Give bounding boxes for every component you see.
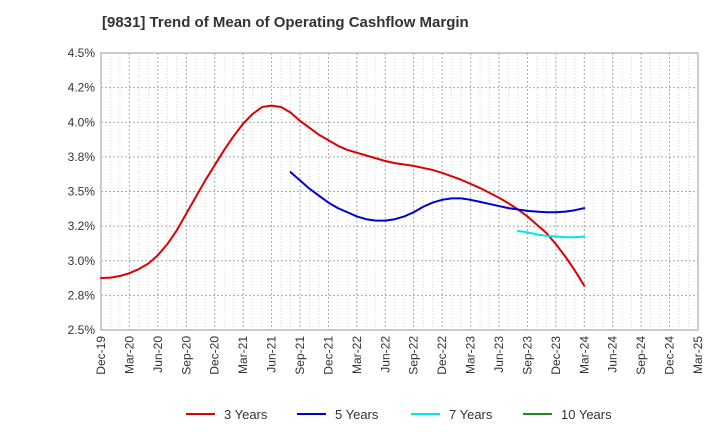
x-tick-label: Dec-19 — [94, 336, 108, 375]
y-tick-label: 4.2% — [68, 81, 96, 95]
x-tick-label: Jun-22 — [378, 336, 392, 373]
y-tick-label: 2.5% — [68, 323, 96, 337]
grid-layer — [100, 52, 699, 331]
x-tick-label: Sep-23 — [520, 336, 534, 375]
x-tick-label: Dec-21 — [321, 336, 335, 375]
x-tick-label: Sep-22 — [407, 336, 421, 375]
y-tick-label: 4.0% — [68, 115, 96, 129]
x-tick-label: Mar-25 — [691, 336, 705, 374]
x-tick-label: Dec-22 — [435, 336, 449, 375]
x-tick-label: Sep-24 — [634, 336, 648, 375]
y-tick-label: 4.5% — [68, 46, 96, 60]
x-tick-label: Mar-23 — [464, 336, 478, 374]
x-tick-label: Sep-21 — [293, 336, 307, 375]
legend-layer: 3 Years 5 Years 7 Years 10 Years — [186, 407, 612, 422]
y-tick-label: 2.8% — [68, 288, 96, 302]
y-tick-label: 3.0% — [68, 254, 96, 268]
x-tick-label: Mar-20 — [122, 336, 136, 374]
legend-label: 5 Years — [335, 407, 379, 422]
x-tick-label: Jun-24 — [606, 336, 620, 373]
series-line-7-years — [516, 229, 586, 239]
legend-label: 10 Years — [561, 407, 612, 422]
x-tick-label: Mar-21 — [236, 336, 250, 374]
x-tick-label: Jun-20 — [151, 336, 165, 373]
x-tick-label: Dec-23 — [549, 336, 563, 375]
chart-title: [9831] Trend of Mean of Operating Cashfl… — [102, 14, 469, 31]
x-tick-label: Mar-22 — [350, 336, 364, 374]
legend-label: 7 Years — [449, 407, 493, 422]
y-tick-label: 3.5% — [68, 185, 96, 199]
series-layer — [100, 104, 586, 287]
legend-label: 3 Years — [224, 407, 268, 422]
y-tick-label: 3.8% — [68, 150, 96, 164]
x-tick-label: Dec-20 — [208, 336, 222, 375]
x-tick-label: Jun-21 — [265, 336, 279, 373]
series-line-3-years — [100, 104, 586, 287]
x-tick-label: Dec-24 — [663, 336, 677, 375]
x-tick-label: Mar-24 — [577, 336, 591, 374]
series-line-5-years — [289, 171, 586, 222]
y-tick-label: 3.2% — [68, 219, 96, 233]
axis-layer: 2.5% 2.8% 3.0% 3.2% 3.5% 3.8% 4.0% 4.2% 4.5% Dec-… — [68, 46, 705, 375]
x-tick-label: Sep-20 — [179, 336, 193, 375]
x-tick-label: Jun-23 — [492, 336, 506, 373]
